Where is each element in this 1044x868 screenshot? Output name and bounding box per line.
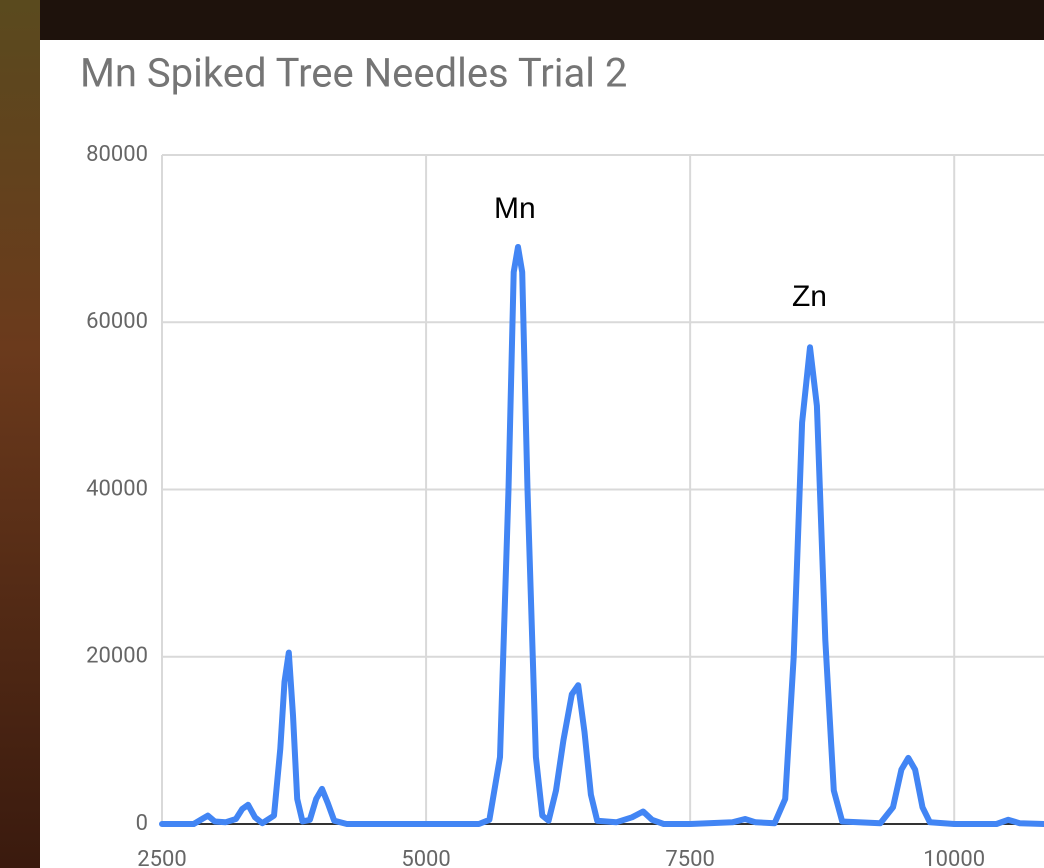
spectrum-line [159,244,1044,827]
y-tick-label: 20000 [86,644,148,669]
y-tick-label: 40000 [86,476,148,501]
peak-annotation: Zn [792,280,827,313]
top-bar [40,0,1044,40]
x-tick-label: 7500 [665,847,714,868]
chart-title: Mn Spiked Tree Needles Trial 2 [80,50,627,97]
chart-panel [40,40,1044,868]
y-tick-label: 80000 [86,142,148,167]
x-tick-label: 5000 [401,847,450,868]
peak-annotation: Mn [494,192,536,225]
y-tick-label: 0 [136,811,148,836]
x-tick-label: 10000 [923,847,985,868]
y-tick-label: 60000 [86,309,148,334]
x-tick-label: 2500 [137,847,186,868]
